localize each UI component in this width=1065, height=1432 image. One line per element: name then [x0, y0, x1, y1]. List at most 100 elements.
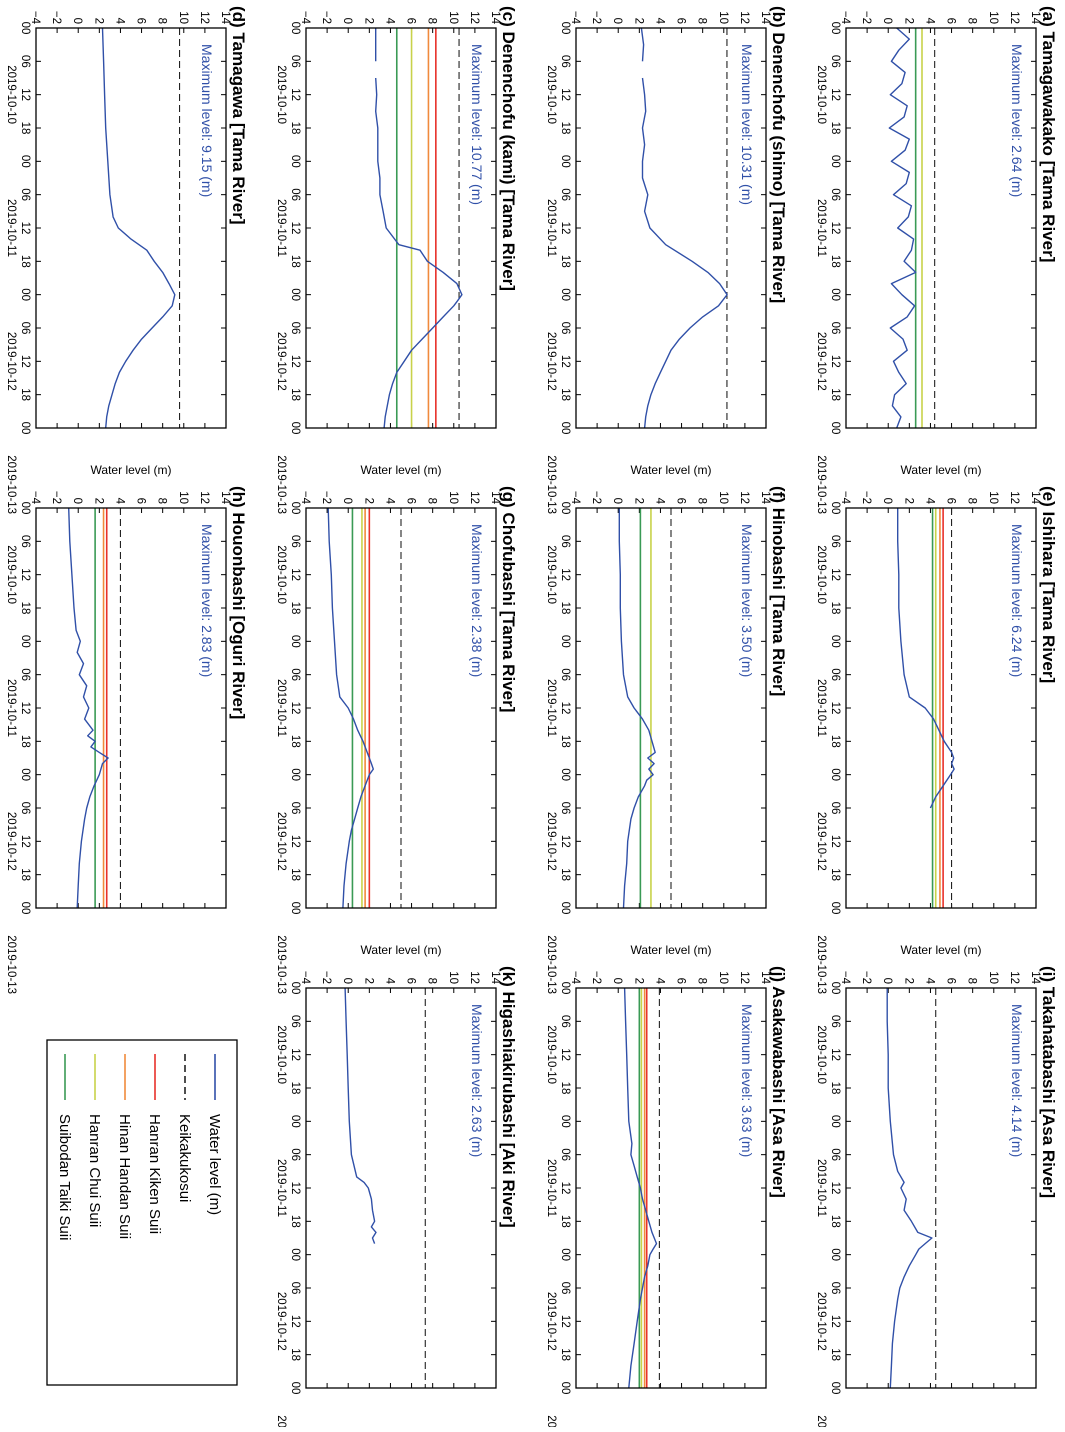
plot-frame: [845, 27, 1037, 429]
max-level-label: Maximum level: 3.63 (m): [739, 1004, 755, 1157]
y-tick-label: 4: [653, 978, 665, 985]
plot-area: [888, 28, 936, 428]
y-tick-label: −2: [590, 491, 602, 504]
y-tick-label: 0: [341, 18, 353, 24]
y-tick-label: 12: [468, 11, 480, 24]
date-label: 2019-10-12: [275, 332, 287, 391]
chart-panel: (f) Hinobashi [Tama River] Water level (m…: [545, 463, 788, 994]
panel-title: (j) Asakawabashi [Asa River]: [769, 966, 788, 1198]
y-tick-label: 8: [696, 18, 708, 24]
x-tick-label: 18: [829, 602, 841, 615]
y-tick-label: 0: [611, 978, 623, 984]
y-tick-label: 4: [653, 18, 665, 25]
x-tick-label: 18: [289, 388, 301, 401]
x-tick-label: 06: [19, 188, 31, 201]
x-tick-label: 06: [559, 1282, 571, 1295]
legend-label: Keikakukosui: [176, 1114, 193, 1202]
y-tick-label: 2: [902, 498, 914, 504]
y-tick-label: 14: [1029, 11, 1041, 24]
x-tick-label: 00: [559, 635, 571, 648]
x-tick-label: 06: [559, 802, 571, 815]
y-tick-label: 6: [945, 978, 957, 984]
date-label: 2019-10-12: [815, 1292, 827, 1351]
date-label: 2019-10-13: [275, 1415, 287, 1427]
x-tick-label: 00: [19, 422, 31, 435]
y-tick-label: 0: [71, 498, 83, 504]
x-tick-label: 06: [19, 802, 31, 815]
plot-frame: [575, 507, 767, 909]
max-level-label: Maximum level: 2.63 (m): [469, 1004, 485, 1157]
legend-label: Hanran Kiken Suii: [146, 1114, 163, 1234]
legend-label: Water level (m): [206, 1114, 223, 1215]
series-line-water-level: [886, 988, 933, 1388]
x-tick-label: 06: [829, 1282, 841, 1295]
y-axis-label: Water level (m): [361, 943, 442, 957]
y-tick-label: −4: [839, 491, 851, 505]
y-tick-label: 0: [341, 978, 353, 984]
x-tick-label: 00: [559, 422, 571, 435]
y-tick-label: 12: [1008, 491, 1020, 504]
x-tick-label: 18: [19, 735, 31, 748]
date-label: 2019-10-10: [815, 65, 827, 124]
date-label: 2019-10-13: [545, 455, 557, 514]
plot-area: [375, 28, 463, 428]
x-tick-label: 00: [829, 1115, 841, 1128]
y-tick-label: 2: [902, 18, 914, 24]
x-tick-label: 12: [19, 568, 31, 581]
x-tick-label: 00: [829, 422, 841, 435]
y-tick-label: 2: [362, 18, 374, 24]
y-tick-label: −4: [29, 491, 41, 505]
x-tick-label: 12: [559, 222, 571, 235]
y-tick-label: 6: [405, 498, 417, 504]
x-tick-label: 18: [559, 1082, 571, 1095]
date-label: 2019-10-12: [275, 812, 287, 871]
x-tick-label: 06: [829, 55, 841, 68]
date-label: 2019-10-10: [275, 545, 287, 604]
x-tick-label: 06: [289, 535, 301, 548]
chart-panel: (c) Denenchofu (kami) [Tama River] Water …: [275, 6, 518, 514]
x-tick-label: 00: [289, 155, 301, 168]
series-line-water-level: [344, 988, 377, 1244]
plot-area: [896, 508, 955, 908]
x-tick-label: 18: [829, 255, 841, 268]
x-tick-label: 12: [19, 88, 31, 101]
date-label: 2019-10-12: [275, 1292, 287, 1351]
x-tick-label: 06: [559, 55, 571, 68]
y-tick-label: 0: [881, 498, 893, 504]
y-tick-label: 6: [405, 18, 417, 24]
y-tick-label: −2: [320, 11, 332, 24]
x-tick-label: 00: [559, 1382, 571, 1395]
plot-frame: [305, 507, 497, 909]
date-label: 2019-10-11: [5, 199, 17, 257]
x-tick-label: 00: [19, 155, 31, 168]
date-label: 2019-10-13: [815, 455, 827, 514]
y-tick-label: 8: [426, 18, 438, 24]
x-tick-label: 12: [829, 835, 841, 848]
date-label: 2019-10-10: [545, 545, 557, 604]
x-tick-label: 00: [289, 1382, 301, 1395]
x-tick-label: 06: [829, 322, 841, 335]
x-tick-label: 18: [829, 388, 841, 401]
panel-title: (d) Tamagawa [Tama River]: [229, 6, 248, 225]
x-tick-label: 18: [829, 1215, 841, 1228]
y-tick-label: 8: [696, 498, 708, 504]
plot-frame: [35, 27, 227, 429]
x-tick-label: 18: [19, 388, 31, 401]
max-level-label: Maximum level: 4.14 (m): [1009, 1004, 1025, 1157]
series-line-water-level: [327, 508, 374, 908]
x-tick-label: 00: [559, 1248, 571, 1261]
y-tick-label: 12: [738, 491, 750, 504]
panel-title: (f) Hinobashi [Tama River]: [769, 486, 788, 696]
x-tick-label: 06: [19, 55, 31, 68]
date-label: 2019-10-11: [815, 679, 827, 737]
x-tick-label: 06: [559, 322, 571, 335]
date-label: 2019-10-13: [815, 1415, 827, 1427]
y-tick-label: −4: [839, 971, 851, 985]
x-tick-label: 00: [289, 982, 301, 995]
x-tick-label: 12: [829, 1315, 841, 1328]
y-tick-label: 2: [632, 498, 644, 504]
x-tick-label: 00: [829, 22, 841, 35]
panel-title: (a) Tamagawakako [Tama River]: [1039, 6, 1058, 262]
x-tick-label: 12: [559, 88, 571, 101]
x-tick-label: 12: [19, 702, 31, 715]
